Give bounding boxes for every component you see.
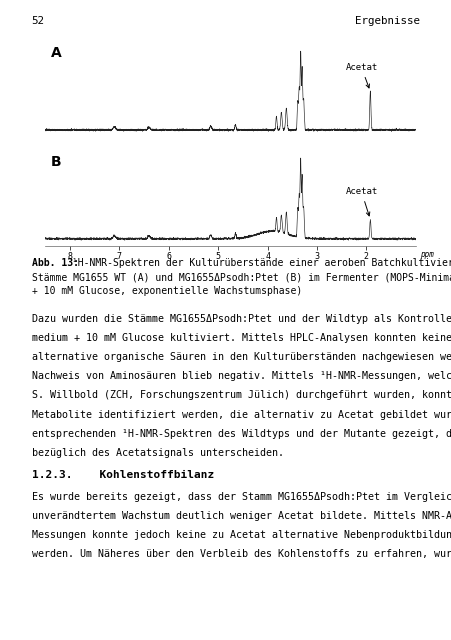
Text: werden. Um Näheres über den Verbleib des Kohlenstoffs zu erfahren, wurde eine: werden. Um Näheres über den Verbleib des… — [32, 549, 451, 559]
Text: B: B — [51, 155, 61, 169]
Text: + 10 mM Glucose, exponentielle Wachstumsphase): + 10 mM Glucose, exponentielle Wachstums… — [32, 286, 301, 296]
Text: ppm: ppm — [419, 250, 433, 259]
Text: Abb. 13:: Abb. 13: — [32, 258, 78, 268]
Text: Metabolite identifiziert werden, die alternativ zu Acetat gebildet wurden. In Ab: Metabolite identifiziert werden, die alt… — [32, 410, 451, 420]
Text: bezüglich des Acetatsignals unterscheiden.: bezüglich des Acetatsignals unterscheide… — [32, 448, 283, 458]
Text: Stämme MG1655 WT (A) und MG1655ΔPsodh:Ptet (B) im Fermenter (MOPS-Minimalmedium: Stämme MG1655 WT (A) und MG1655ΔPsodh:Pt… — [32, 272, 451, 282]
Text: Dazu wurden die Stämme MG1655ΔPsodh:Ptet und der Wildtyp als Kontrolle in Minima: Dazu wurden die Stämme MG1655ΔPsodh:Ptet… — [32, 314, 451, 324]
Text: A: A — [51, 46, 61, 60]
Text: alternative organische Säuren in den Kulturüberständen nachgewiesen werden. Auch: alternative organische Säuren in den Kul… — [32, 352, 451, 362]
Text: 52: 52 — [32, 16, 45, 26]
Text: Acetat: Acetat — [345, 187, 377, 216]
Text: 1.2.3.    Kohlenstoffbilanz: 1.2.3. Kohlenstoffbilanz — [32, 470, 213, 481]
Text: Ergebnisse: Ergebnisse — [354, 16, 419, 26]
Text: entsprechenden ¹H-NMR-Spektren des Wildtyps und der Mutante gezeigt, die sich nu: entsprechenden ¹H-NMR-Spektren des Wildt… — [32, 429, 451, 439]
Text: unverändtertem Wachstum deutlich weniger Acetat bildete. Mittels NMR-Analysen un: unverändtertem Wachstum deutlich weniger… — [32, 511, 451, 521]
Text: medium + 10 mM Glucose kultiviert. Mittels HPLC-Analysen konnten keine zu Acetat: medium + 10 mM Glucose kultiviert. Mitte… — [32, 333, 451, 343]
Text: Nachweis von Aminosäuren blieb negativ. Mittels ¹H-NMR-Messungen, welche von Fra: Nachweis von Aminosäuren blieb negativ. … — [32, 371, 451, 381]
Text: ¹H-NMR-Spektren der Kulturüberstände einer aeroben Batchkultivierung der: ¹H-NMR-Spektren der Kulturüberstände ein… — [65, 258, 451, 268]
Text: Messungen konnte jedoch keine zu Acetat alternative Nebenproduktbildung nachgewi: Messungen konnte jedoch keine zu Acetat … — [32, 530, 451, 540]
Text: S. Willbold (ZCH, Forschungszentrum Jülich) durchgeführt wurden, konnten ebenfal: S. Willbold (ZCH, Forschungszentrum Jüli… — [32, 390, 451, 401]
Text: Acetat: Acetat — [345, 63, 377, 88]
Text: Es wurde bereits gezeigt, dass der Stamm MG1655ΔPsodh:Ptet im Vergleich zum Wild: Es wurde bereits gezeigt, dass der Stamm… — [32, 492, 451, 502]
